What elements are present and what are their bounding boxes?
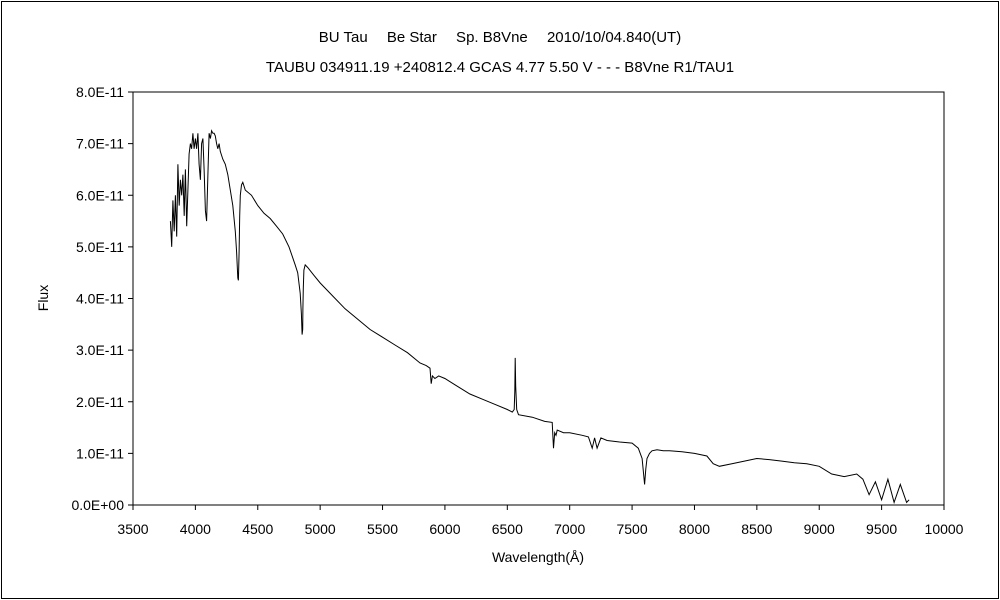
x-axis-ticks: 3500 4000 4500 5000 5500 6000 6500 7000 7500 8000… <box>117 505 964 537</box>
x-tick-label: 6500 <box>492 521 523 537</box>
x-tick-label: 10000 <box>925 521 964 537</box>
y-axis-ticks: 0.0E+00 1.0E-11 2.0E-11 3.0E-11 4.0E-11 5.0E-… <box>71 84 133 513</box>
y-tick-label: 8.0E-11 <box>76 84 124 100</box>
x-tick-label: 4000 <box>180 521 211 537</box>
y-tick-label: 7.0E-11 <box>76 136 124 152</box>
y-tick-label: 2.0E-11 <box>76 394 124 410</box>
y-tick-label: 0.0E+00 <box>71 497 124 513</box>
x-tick-label: 9000 <box>804 521 835 537</box>
y-axis-label: Flux <box>35 285 51 311</box>
chart-title: BU Tau Be Star Sp. B8Vne 2010/10/04.840(… <box>318 29 682 46</box>
x-tick-label: 7500 <box>616 521 647 537</box>
plot-area <box>132 91 945 506</box>
x-tick-label: 9500 <box>866 521 897 537</box>
x-tick-label: 4500 <box>242 521 273 537</box>
x-tick-label: 8500 <box>741 521 772 537</box>
x-tick-label: 5000 <box>305 521 336 537</box>
y-tick-label: 5.0E-11 <box>76 239 124 255</box>
y-tick-label: 4.0E-11 <box>76 291 124 307</box>
chart-subtitle: TAUBU 034911.19 +240812.4 GCAS 4.77 5.50… <box>265 59 735 76</box>
x-tick-label: 8000 <box>679 521 710 537</box>
y-tick-label: 1.0E-11 <box>76 445 124 461</box>
x-tick-label: 5500 <box>367 521 398 537</box>
y-tick-label: 6.0E-11 <box>76 187 124 203</box>
series-line <box>169 129 910 505</box>
y-tick-label: 3.0E-11 <box>76 342 124 358</box>
x-axis-label: Wavelength(Å) <box>492 549 584 565</box>
x-tick-label: 6000 <box>429 521 460 537</box>
x-tick-label: 7000 <box>554 521 585 537</box>
x-tick-label: 3500 <box>117 521 148 537</box>
